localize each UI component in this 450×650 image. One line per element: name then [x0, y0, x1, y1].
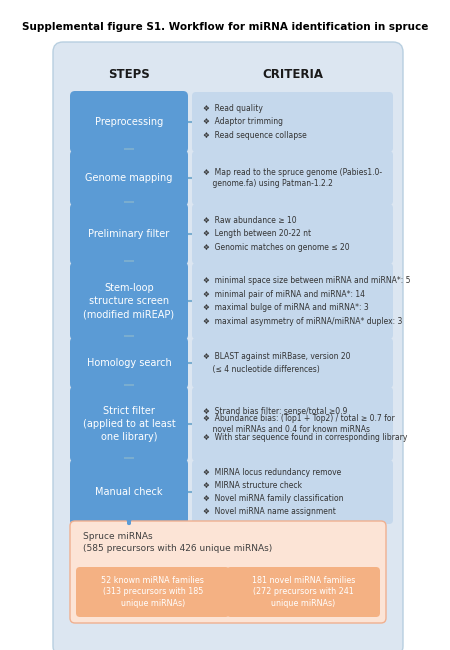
- FancyBboxPatch shape: [192, 92, 393, 152]
- FancyBboxPatch shape: [124, 457, 134, 464]
- FancyBboxPatch shape: [53, 42, 403, 650]
- FancyBboxPatch shape: [70, 203, 188, 265]
- FancyBboxPatch shape: [192, 460, 393, 524]
- Text: ❖  Map read to the spruce genome (Pabies1.0-
    genome.fa) using Patman-1.2.2: ❖ Map read to the spruce genome (Pabies1…: [203, 168, 382, 188]
- Text: ❖  Length between 20-22 nt: ❖ Length between 20-22 nt: [203, 229, 311, 239]
- Text: Manual check: Manual check: [95, 487, 163, 497]
- Text: ❖  maximal asymmetry of miRNA/miRNA* duplex: 3: ❖ maximal asymmetry of miRNA/miRNA* dupl…: [203, 317, 402, 326]
- Text: (≤ 4 nucleotide differences): (≤ 4 nucleotide differences): [203, 365, 320, 374]
- FancyBboxPatch shape: [70, 459, 188, 525]
- FancyBboxPatch shape: [124, 384, 134, 391]
- FancyBboxPatch shape: [192, 387, 393, 461]
- FancyBboxPatch shape: [76, 567, 230, 617]
- FancyBboxPatch shape: [226, 567, 380, 617]
- Text: Genome mapping: Genome mapping: [86, 173, 173, 183]
- Text: ❖  Raw abundance ≥ 10: ❖ Raw abundance ≥ 10: [203, 216, 297, 225]
- Text: ❖  BLAST against miRBase, version 20: ❖ BLAST against miRBase, version 20: [203, 352, 351, 361]
- Text: Preprocessing: Preprocessing: [95, 117, 163, 127]
- Text: Preliminary filter: Preliminary filter: [88, 229, 170, 239]
- FancyBboxPatch shape: [70, 337, 188, 389]
- Text: Stem-loop
structure screen
(modified miREAP): Stem-loop structure screen (modified miR…: [83, 283, 175, 319]
- Text: ❖  MIRNA structure check: ❖ MIRNA structure check: [203, 481, 302, 490]
- Text: ❖  Abundance bias: (Top1 + Top2) / total ≥ 0.7 for
    novel miRNAs and 0.4 for : ❖ Abundance bias: (Top1 + Top2) / total …: [203, 414, 395, 434]
- Text: ❖  Strand bias filter: sense/total ≥0.9: ❖ Strand bias filter: sense/total ≥0.9: [203, 406, 347, 415]
- Text: ❖  maximal bulge of miRNA and miRNA*: 3: ❖ maximal bulge of miRNA and miRNA*: 3: [203, 304, 369, 312]
- Text: ❖  Novel miRNA family classification: ❖ Novel miRNA family classification: [203, 494, 343, 503]
- FancyBboxPatch shape: [192, 338, 393, 388]
- Text: ❖  Adaptor trimming: ❖ Adaptor trimming: [203, 118, 283, 127]
- FancyBboxPatch shape: [70, 91, 188, 153]
- FancyBboxPatch shape: [70, 521, 386, 623]
- FancyBboxPatch shape: [124, 201, 134, 208]
- Text: ❖  Genomic matches on genome ≤ 20: ❖ Genomic matches on genome ≤ 20: [203, 243, 350, 252]
- Text: ❖  Read quality: ❖ Read quality: [203, 104, 263, 113]
- Text: 181 novel miRNA families
(272 precursors with 241
unique miRNAs): 181 novel miRNA families (272 precursors…: [252, 576, 355, 608]
- Text: ❖  Novel miRNA name assignment: ❖ Novel miRNA name assignment: [203, 507, 336, 516]
- FancyBboxPatch shape: [192, 263, 393, 339]
- FancyBboxPatch shape: [124, 148, 134, 155]
- FancyBboxPatch shape: [70, 262, 188, 340]
- Text: CRITERIA: CRITERIA: [262, 68, 323, 81]
- Text: Supplemental figure S1. Workflow for miRNA identification in spruce: Supplemental figure S1. Workflow for miR…: [22, 22, 428, 32]
- Text: Strict filter
(applied to at least
one library): Strict filter (applied to at least one l…: [83, 406, 176, 442]
- Text: 52 known miRNA families
(313 precursors with 185
unique miRNAs): 52 known miRNA families (313 precursors …: [101, 576, 204, 608]
- Text: Spruce miRNAs
(585 precursors with 426 unique miRNAs): Spruce miRNAs (585 precursors with 426 u…: [83, 532, 272, 552]
- Text: ❖  MIRNA locus redundancy remove: ❖ MIRNA locus redundancy remove: [203, 468, 341, 477]
- Text: Homology search: Homology search: [86, 358, 171, 368]
- FancyBboxPatch shape: [192, 151, 393, 205]
- Text: ❖  With star sequence found in corresponding library: ❖ With star sequence found in correspond…: [203, 433, 407, 442]
- Text: ❖  Read sequence collapse: ❖ Read sequence collapse: [203, 131, 307, 140]
- Text: ❖  minimal pair of miRNA and miRNA*: 14: ❖ minimal pair of miRNA and miRNA*: 14: [203, 290, 365, 299]
- Text: STEPS: STEPS: [108, 68, 150, 81]
- FancyBboxPatch shape: [70, 150, 188, 206]
- FancyBboxPatch shape: [124, 335, 134, 342]
- FancyBboxPatch shape: [124, 260, 134, 267]
- FancyBboxPatch shape: [192, 204, 393, 264]
- FancyBboxPatch shape: [70, 386, 188, 462]
- Text: ❖  minimal space size between miRNA and miRNA*: 5: ❖ minimal space size between miRNA and m…: [203, 276, 410, 285]
